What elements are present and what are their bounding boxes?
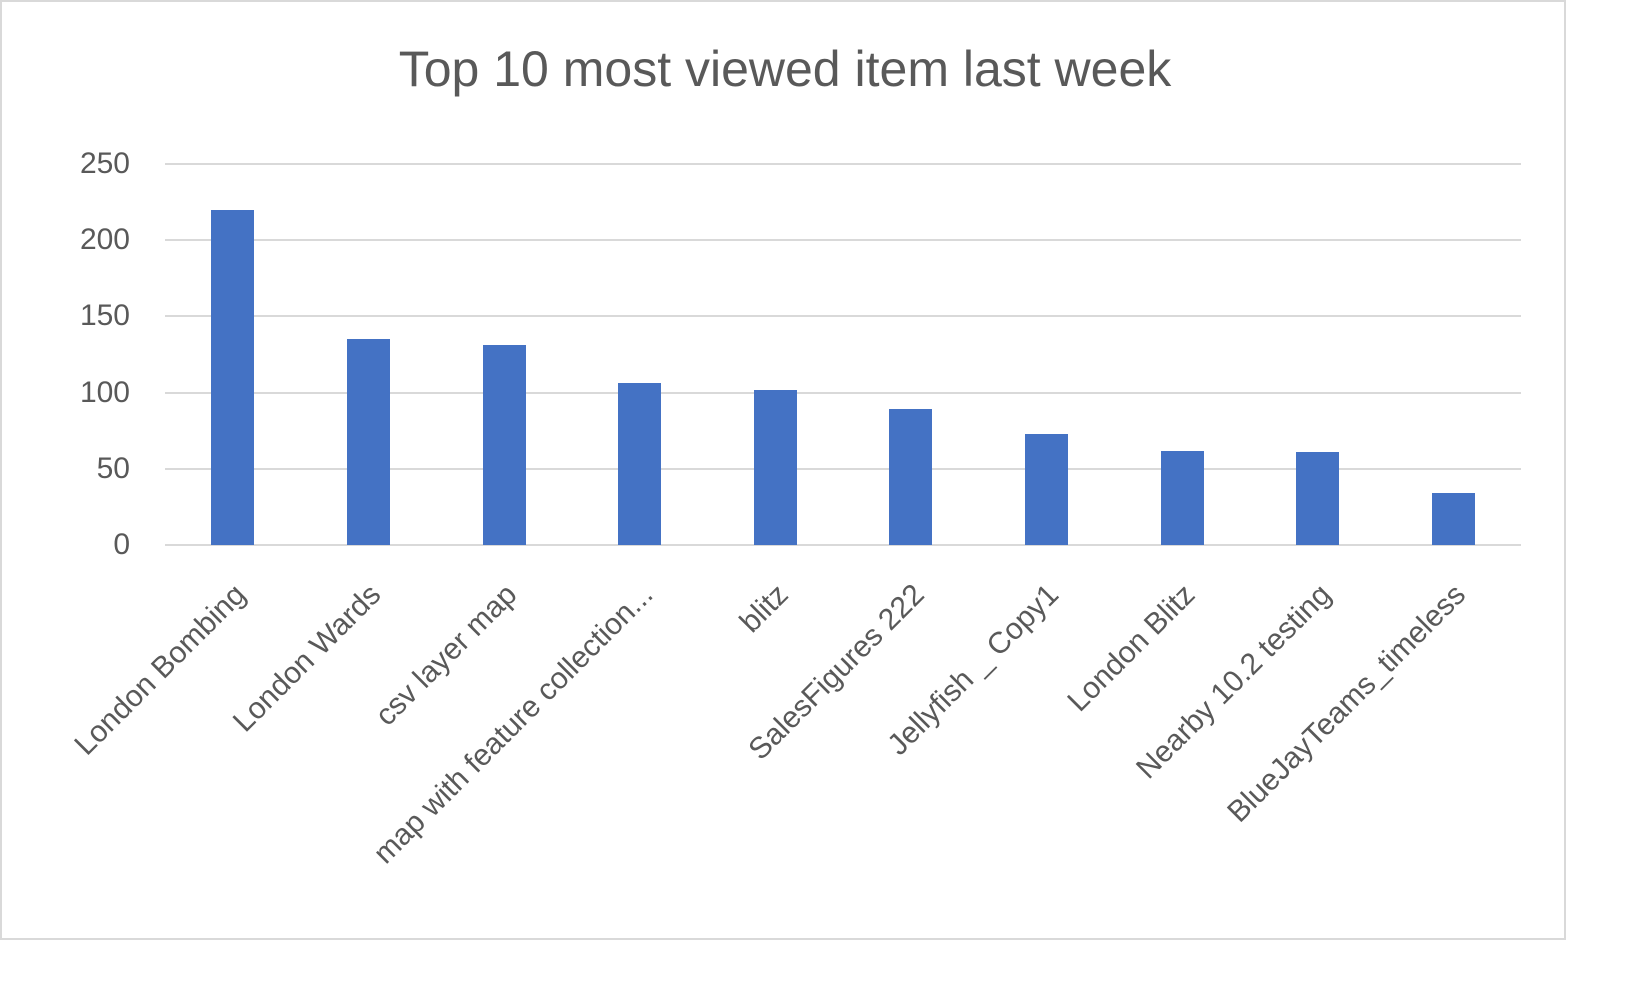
bar[interactable] (211, 209, 255, 545)
gridline (165, 315, 1521, 318)
y-tick-label: 200 (79, 223, 130, 257)
y-tick-label: 250 (79, 147, 130, 180)
chart-title: Top 10 most viewed item last week (398, 41, 1172, 97)
gridline (165, 239, 1521, 242)
bar[interactable] (482, 345, 526, 545)
bar[interactable] (1160, 450, 1204, 545)
gridline (165, 163, 1521, 165)
bar[interactable] (1296, 452, 1340, 545)
x-tick-label: csv layer map (369, 577, 524, 733)
bar[interactable] (618, 383, 662, 545)
y-tick-label: 150 (79, 299, 130, 333)
bar[interactable] (1024, 433, 1068, 545)
x-tick-label: blitz (733, 577, 795, 640)
y-tick-label: 0 (113, 528, 130, 561)
y-tick-label: 50 (96, 451, 130, 485)
bar[interactable] (889, 409, 933, 545)
gridline (165, 391, 1521, 394)
bar[interactable] (753, 389, 797, 545)
x-tick-label: map with feature collection... (366, 577, 660, 871)
x-tick-label: London Blitz (1061, 577, 1202, 719)
bar[interactable] (346, 339, 390, 545)
gridline (165, 544, 1521, 546)
bar[interactable] (1431, 493, 1475, 545)
y-tick-label: 100 (79, 375, 130, 409)
x-tick-label: London Bombing (68, 577, 252, 762)
chart-frame: Top 10 most viewed item last week 0 50 100… (0, 0, 1566, 940)
x-tick-label: BlueJayTeams_timeless (1221, 577, 1473, 829)
gridline (165, 467, 1521, 470)
